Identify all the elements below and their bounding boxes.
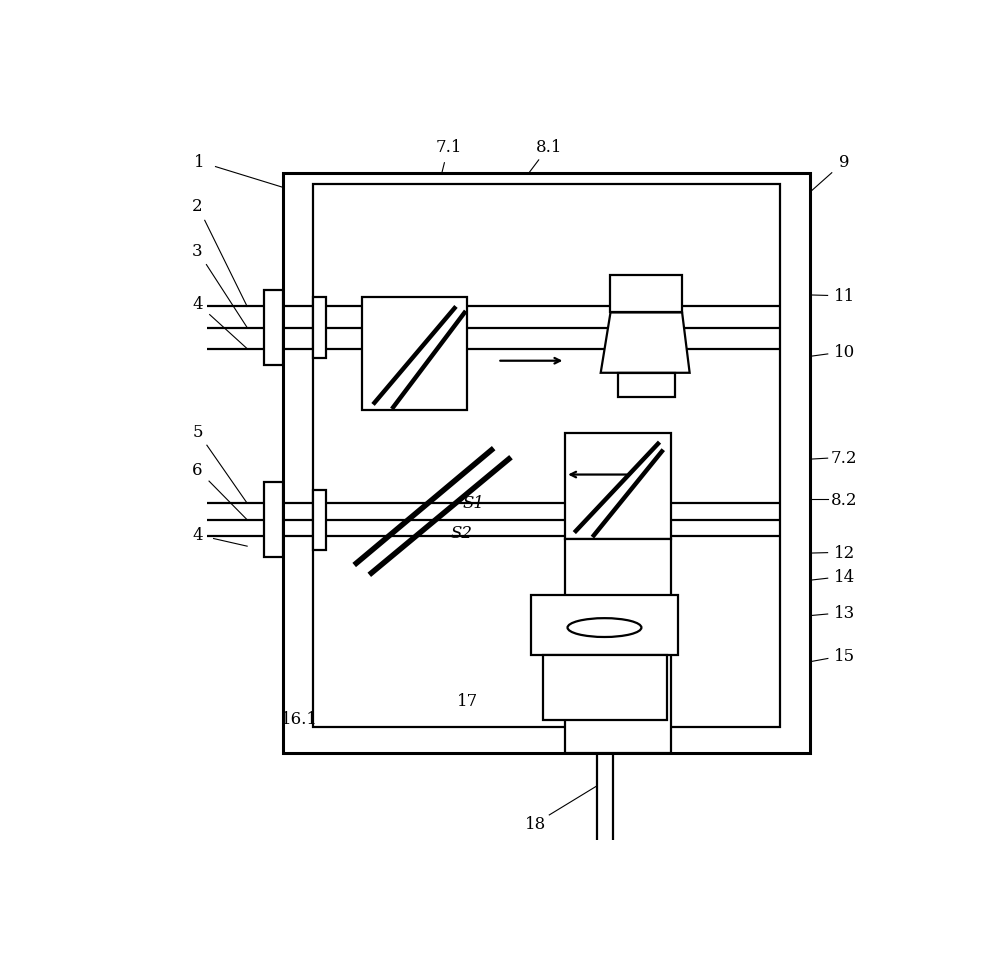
Text: 4: 4 — [192, 527, 203, 544]
Text: 15: 15 — [834, 647, 855, 664]
Text: 11: 11 — [834, 289, 855, 305]
Text: 13: 13 — [834, 604, 855, 621]
Bar — [313, 185, 780, 728]
Bar — [313, 298, 326, 358]
Text: 8.1: 8.1 — [535, 139, 562, 156]
Bar — [565, 539, 671, 754]
Text: 7.1: 7.1 — [435, 139, 462, 156]
Bar — [565, 433, 671, 539]
Text: 5: 5 — [192, 423, 203, 441]
Text: 18: 18 — [524, 816, 546, 832]
Ellipse shape — [568, 618, 641, 638]
Text: S2: S2 — [450, 524, 472, 542]
Text: 7.2: 7.2 — [831, 449, 857, 467]
Bar — [543, 656, 667, 720]
Text: 16.1: 16.1 — [281, 710, 318, 727]
Bar — [313, 490, 326, 551]
Text: S1: S1 — [462, 495, 484, 511]
Text: 12: 12 — [834, 544, 855, 561]
Text: 1: 1 — [194, 155, 205, 171]
Text: 2: 2 — [192, 198, 203, 215]
Text: 9: 9 — [839, 155, 849, 171]
Bar — [283, 174, 810, 754]
Text: 10: 10 — [834, 344, 855, 361]
Polygon shape — [601, 313, 690, 374]
Bar — [610, 276, 682, 313]
Bar — [531, 596, 678, 656]
Bar — [618, 374, 675, 397]
Text: 8.2: 8.2 — [831, 491, 857, 509]
Text: 3: 3 — [192, 243, 203, 260]
Text: 17: 17 — [457, 692, 478, 709]
Bar — [264, 290, 283, 366]
Bar — [264, 482, 283, 557]
Text: 6: 6 — [192, 462, 203, 478]
Text: 4: 4 — [192, 295, 203, 313]
Text: 14: 14 — [834, 568, 855, 585]
Bar — [362, 298, 467, 411]
